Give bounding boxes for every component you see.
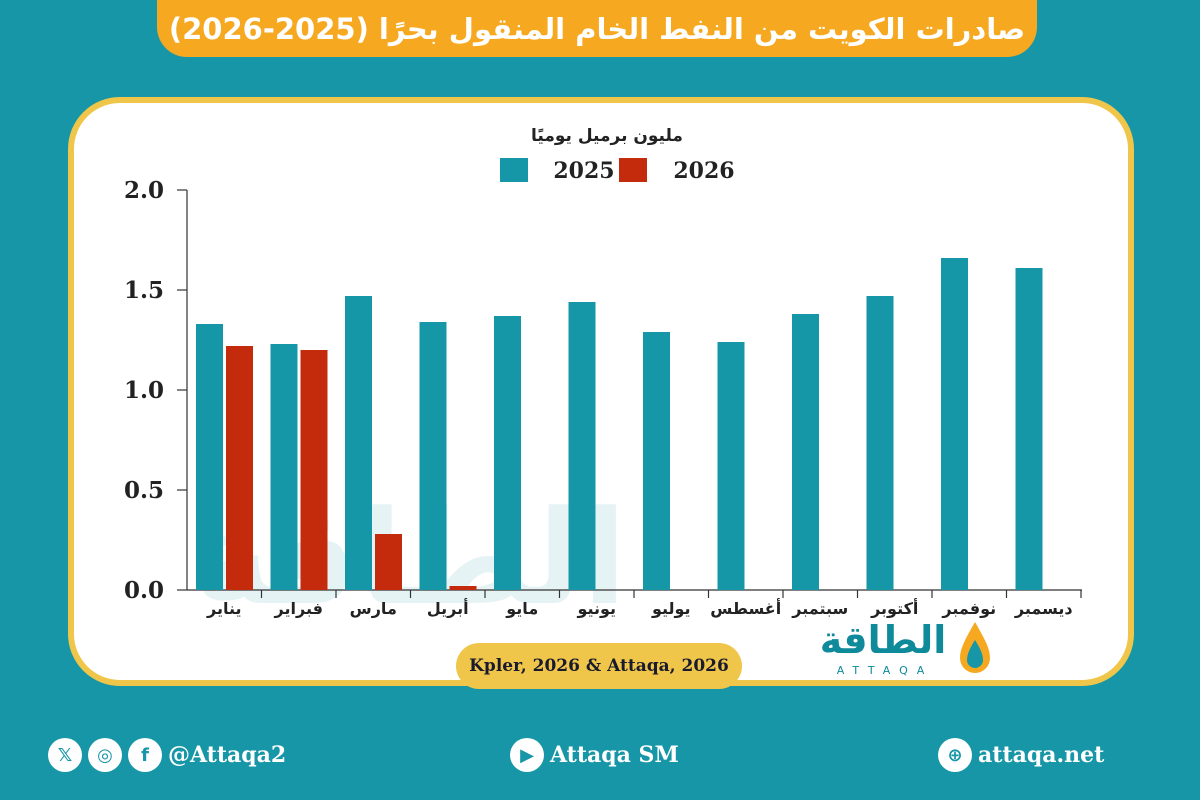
y-tick-label: 0.5 — [124, 477, 164, 504]
social-handle[interactable]: @Attaqa2 — [168, 742, 287, 768]
bar-2026-2 — [300, 350, 328, 590]
social-links: 𝕏 ◎ f @Attaqa2 — [48, 738, 286, 772]
x-tick-label: يناير — [206, 599, 242, 618]
youtube-label: Attaqa SM — [550, 742, 679, 768]
chart-title: صادرات الكويت من النفط الخام المنقول بحر… — [157, 0, 1037, 57]
instagram-icon[interactable]: ◎ — [88, 738, 122, 772]
bar-2025-4 — [419, 322, 447, 590]
youtube-link[interactable]: ▶ Attaqa SM — [510, 738, 679, 772]
bar-chart: الطاقة مليون برميل يوميًا 2025 2026 0.0 0.5 1.… — [124, 126, 1082, 634]
logo-arabic: الطاقة — [819, 618, 947, 662]
youtube-icon: ▶ — [510, 738, 544, 772]
x-tick-label: سبتمبر — [791, 599, 848, 618]
x-tick-label: أغسطس — [710, 598, 781, 618]
chart-card: الطاقة مليون برميل يوميًا 2025 2026 0.0 0.5 1.… — [68, 97, 1134, 686]
x-tick-label: أبريل — [427, 598, 469, 618]
website-link[interactable]: ⊕ attaqa.net — [938, 738, 1104, 772]
logo-latin: ATTAQA — [836, 664, 934, 677]
attaqa-logo: الطاقة ATTAQA — [808, 618, 998, 688]
x-tick-label: يونيو — [576, 599, 616, 618]
bar-2025-1 — [196, 324, 223, 590]
bar-2026-1 — [226, 346, 253, 590]
legend-label-2025: 2025 — [553, 158, 614, 184]
watermark-logo: الطاقة — [194, 482, 627, 634]
bar-2026-4 — [449, 586, 477, 590]
y-tick-label: 1.0 — [124, 377, 164, 404]
globe-icon: ⊕ — [938, 738, 972, 772]
bar-2025-2 — [270, 344, 298, 590]
x-tick-label: ديسمبر — [1014, 599, 1073, 618]
legend-label-2026: 2026 — [673, 158, 734, 184]
legend-swatch-2026 — [619, 158, 647, 182]
bar-2025-7 — [643, 332, 670, 590]
y-tick-label: 2.0 — [124, 177, 164, 204]
x-tick-label: مارس — [350, 599, 397, 618]
legend-swatch-2025 — [500, 158, 528, 182]
bar-2025-8 — [717, 342, 745, 590]
y-tick-label: 0.0 — [124, 577, 164, 604]
x-tick-label: أكتوبر — [870, 598, 918, 618]
facebook-icon[interactable]: f — [128, 738, 162, 772]
bar-2025-6 — [568, 302, 596, 590]
bar-2025-11 — [941, 258, 968, 590]
x-tick-label: مايو — [505, 599, 538, 618]
x-tick-label: فبراير — [274, 599, 323, 618]
x-icon[interactable]: 𝕏 — [48, 738, 82, 772]
unit-label: مليون برميل يوميًا — [531, 126, 683, 146]
footer-bar: 𝕏 ◎ f @Attaqa2 ▶ Attaqa SM ⊕ attaqa.net — [0, 730, 1200, 782]
bar-2025-10 — [866, 296, 894, 590]
y-tick-label: 1.5 — [124, 277, 164, 304]
bar-2025-9 — [792, 314, 819, 590]
x-tick-label: يوليو — [651, 599, 691, 618]
x-tick-label: نوفمبر — [941, 599, 996, 618]
bar-2025-5 — [494, 316, 521, 590]
bar-2026-3 — [375, 534, 402, 590]
bar-2025-3 — [345, 296, 372, 590]
bar-2025-12 — [1015, 268, 1043, 590]
source-label: Kpler, 2026 & Attaqa, 2026 — [456, 643, 742, 689]
flame-drop-icon — [960, 622, 990, 673]
website-label: attaqa.net — [978, 742, 1105, 768]
